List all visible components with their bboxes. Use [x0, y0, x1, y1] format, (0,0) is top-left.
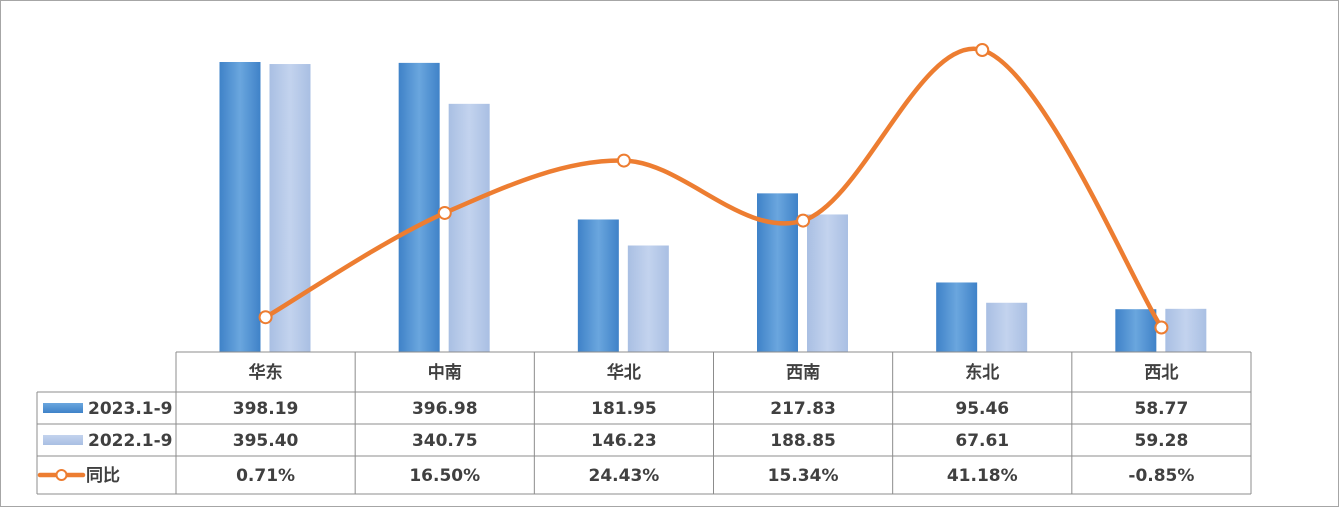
category-label-5: 西北 — [1144, 363, 1178, 383]
bar-2023-4 — [936, 282, 978, 352]
legend-label-0: 2023.1-9 — [88, 399, 173, 419]
line-layer — [258, 43, 1169, 335]
bar-2022-1 — [448, 103, 490, 352]
data-cell-0-5: 58.77 — [1135, 399, 1189, 419]
data-cell-1-1: 340.75 — [412, 431, 478, 451]
bar-2023-0 — [219, 62, 261, 352]
yoy-point-2 — [616, 153, 631, 168]
data-cell-1-2: 146.23 — [591, 431, 657, 451]
data-cell-0-0: 398.19 — [233, 399, 299, 419]
data-cell-1-4: 67.61 — [955, 431, 1009, 451]
legend-key-1 — [43, 435, 83, 445]
yoy-point-1 — [437, 205, 452, 220]
data-cell-1-3: 188.85 — [770, 431, 836, 451]
legend-label-2: 同比 — [86, 465, 120, 486]
data-table: 华东 中南 华北 西南 东北 西北 2023.1-9 398.19 396.98 181.95 21… — [36, 351, 1252, 495]
category-label-4: 东北 — [965, 362, 999, 383]
bars-layer — [219, 62, 1207, 353]
data-cell-2-4: 41.18% — [947, 466, 1018, 486]
data-cell-0-3: 217.83 — [770, 399, 836, 419]
bar-2022-5 — [1165, 308, 1207, 352]
bar-2023-1 — [398, 62, 440, 353]
category-label-0: 华东 — [249, 362, 283, 383]
yoy-point-4 — [975, 43, 990, 57]
yoy-point-5 — [1154, 320, 1169, 335]
bar-2022-3 — [807, 214, 848, 352]
bar-2023-3 — [757, 193, 798, 352]
data-cell-2-2: 24.43% — [589, 466, 660, 486]
bar-2022-4 — [986, 302, 1028, 352]
data-cell-2-3: 15.34% — [768, 466, 839, 486]
bar-2023-2 — [577, 219, 619, 352]
category-label-3: 西南 — [786, 362, 820, 383]
data-cell-2-1: 16.50% — [409, 466, 480, 486]
legend-label-1: 2022.1-9 — [88, 431, 173, 451]
bar-2023-5 — [1115, 309, 1157, 352]
data-cell-0-4: 95.46 — [955, 399, 1009, 419]
legend-key-0 — [43, 403, 83, 413]
data-cell-2-5: -0.85% — [1128, 466, 1194, 486]
category-label-2: 华北 — [607, 362, 641, 383]
yoy-point-0 — [258, 310, 273, 325]
yoy-line — [263, 46, 1164, 330]
yoy-point-3 — [796, 213, 811, 228]
data-cell-0-2: 181.95 — [591, 399, 657, 419]
data-cell-1-5: 59.28 — [1135, 431, 1189, 451]
data-cell-1-0: 395.40 — [233, 431, 299, 451]
data-cell-0-1: 396.98 — [412, 399, 478, 419]
category-label-1: 中南 — [428, 362, 462, 383]
bar-2022-2 — [627, 245, 669, 352]
data-cell-2-0: 0.71% — [236, 466, 295, 486]
legend-key-marker — [55, 469, 68, 481]
